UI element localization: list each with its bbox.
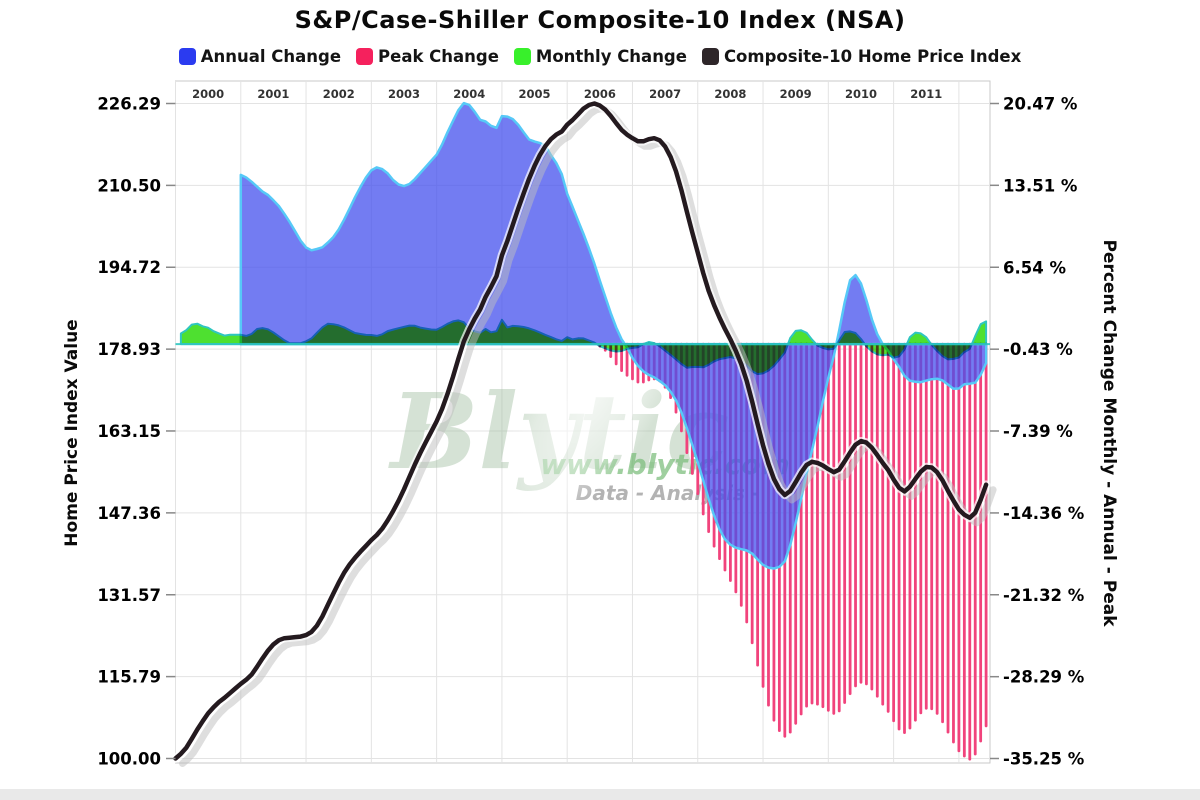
year-label: 2011 (910, 87, 942, 101)
legend: Annual Change Peak Change Monthly Change Co… (0, 47, 1200, 66)
year-label: 2009 (780, 87, 812, 101)
left-axis-tick-label: 115.79 (97, 668, 161, 687)
right-axis-tick-label: -21.32 % (1003, 586, 1085, 605)
right-axis-tick-label: 20.47 % (1003, 95, 1078, 114)
home-price-index-line-shadow (179, 105, 997, 767)
monthly-change-area (179, 318, 988, 376)
right-axis-title: Percent Change Monthly - Annual - Peak (1099, 239, 1119, 627)
legend-swatch-icon (356, 48, 374, 65)
legend-swatch-icon (701, 48, 719, 65)
left-axis-tick-label: 226.29 (97, 95, 161, 114)
year-label: 2001 (257, 87, 289, 101)
right-axis-tick-label: -0.43 % (1003, 340, 1073, 359)
left-axis-tick-label: 147.36 (97, 504, 161, 523)
legend-item-peak-change[interactable]: Peak Change (356, 47, 499, 66)
year-label: 2008 (714, 87, 746, 101)
year-label: 2007 (649, 87, 681, 101)
legend-item-composite-10-home-price-index[interactable]: Composite-10 Home Price Index (701, 47, 1022, 66)
year-label: 2010 (845, 87, 877, 101)
year-label: 2005 (519, 87, 551, 101)
right-axis-tick-label: -35.25 % (1003, 750, 1085, 769)
legend-label: Composite-10 Home Price Index (723, 47, 1022, 66)
year-label: 2002 (323, 87, 355, 101)
left-axis-tick-label: 210.50 (97, 176, 161, 195)
year-label: 2006 (584, 87, 616, 101)
right-axis-tick-label: 13.51 % (1003, 176, 1078, 195)
left-axis-tick-label: 194.72 (97, 258, 161, 277)
legend-swatch-icon (513, 48, 531, 65)
legend-swatch-icon (178, 48, 196, 65)
year-label: 2000 (192, 87, 224, 101)
annual-change-area (239, 101, 988, 570)
legend-item-annual-change[interactable]: Annual Change (178, 47, 342, 66)
left-axis-tick-label: 131.57 (97, 586, 161, 605)
home-price-index-line (173, 101, 989, 761)
left-axis-tick-label: 178.93 (97, 340, 161, 359)
left-axis-title: Home Price Index Value (62, 319, 82, 546)
legend-label: Annual Change (200, 47, 342, 66)
left-axis-tick-label: 163.15 (97, 422, 161, 441)
legend-item-monthly-change[interactable]: Monthly Change (513, 47, 687, 66)
plot-series-layer: 226.29 210.50 194.72 178.93 163.15 147.36 131.… (97, 87, 1084, 769)
legend-label: Monthly Change (535, 47, 687, 66)
footer-strip (0, 789, 1200, 800)
right-axis-tick-label: 6.54 % (1003, 258, 1066, 277)
legend-label: Peak Change (378, 47, 499, 66)
watermark-glass-highlight (499, 268, 691, 532)
year-label: 2004 (453, 87, 485, 101)
right-axis-tick-label: -28.29 % (1003, 668, 1085, 687)
chart-title: S&P/Case-Shiller Composite-10 Index (NSA… (294, 6, 906, 34)
right-axis-tick-label: -14.36 % (1003, 504, 1085, 523)
right-axis-tick-label: -7.39 % (1003, 422, 1073, 441)
left-axis-tick-label: 100.00 (97, 750, 161, 769)
year-label: 2003 (388, 87, 420, 101)
